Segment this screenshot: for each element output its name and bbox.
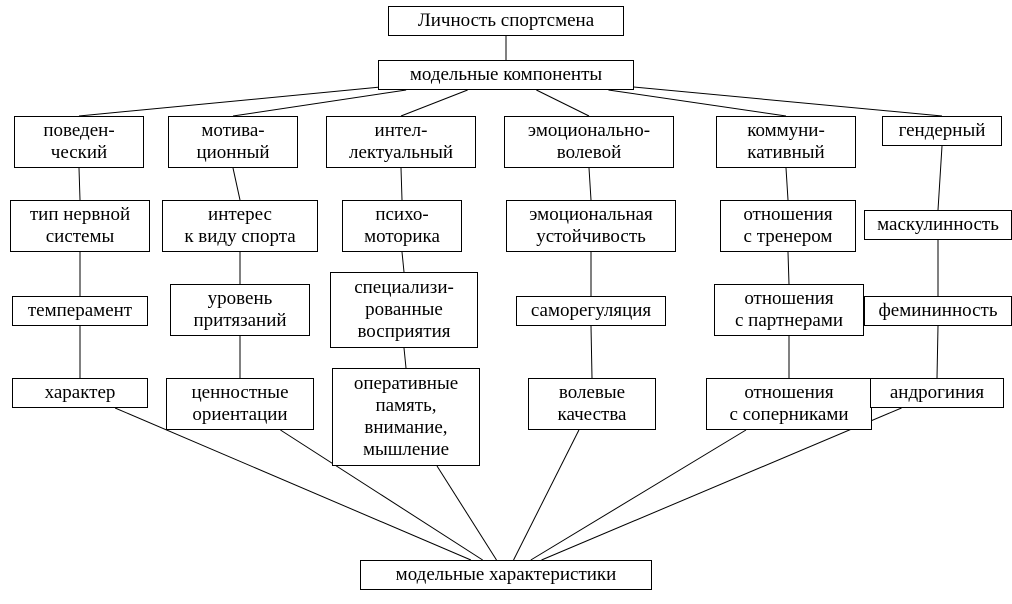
node-c3: интел- лектуальный [326, 116, 476, 168]
edge [542, 408, 902, 560]
node-c3c: оперативные память, внимание, мышление [332, 368, 480, 466]
edge [938, 146, 942, 210]
edge [589, 168, 591, 200]
node-c6b: фемининность [864, 296, 1012, 326]
edge [788, 252, 789, 284]
edge [937, 326, 938, 378]
edge [786, 168, 788, 200]
node-c5b: отношения с партнерами [714, 284, 864, 336]
edge [531, 430, 746, 560]
node-c6a: маскулинность [864, 210, 1012, 240]
diagram-canvas: Личность спортсмена модельные компоненты п… [0, 0, 1012, 604]
edge [79, 168, 80, 200]
edge [608, 90, 786, 116]
node-c1c: характер [12, 378, 148, 408]
node-c6c: андрогиния [870, 378, 1004, 408]
node-model_comp: модельные компоненты [378, 60, 634, 90]
edge [79, 87, 378, 116]
node-c2c: ценностные ориентации [166, 378, 314, 430]
node-c1: поведен- ческий [14, 116, 144, 168]
node-c2: мотива- ционный [168, 116, 298, 168]
node-c6: гендерный [882, 116, 1002, 146]
node-c4c: волевые качества [528, 378, 656, 430]
edge [536, 90, 589, 116]
edge [404, 348, 406, 368]
node-c4b: саморегуляция [516, 296, 666, 326]
edge [634, 87, 942, 116]
node-c5c: отношения с соперниками [706, 378, 872, 430]
edge [514, 430, 579, 560]
node-c5: коммуни- кативный [716, 116, 856, 168]
edge [591, 326, 592, 378]
edge [233, 90, 406, 116]
node-c1a: тип нервной системы [10, 200, 150, 252]
edge [402, 252, 404, 272]
node-c5a: отношения с тренером [720, 200, 856, 252]
edge [401, 168, 402, 200]
edge [401, 90, 468, 116]
node-c3a: психо- моторика [342, 200, 462, 252]
node-c4a: эмоциональная устойчивость [506, 200, 676, 252]
node-c2a: интерес к виду спорта [162, 200, 318, 252]
node-model_char: модельные характеристики [360, 560, 652, 590]
node-root: Личность спортсмена [388, 6, 624, 36]
node-c2b: уровень притязаний [170, 284, 310, 336]
edge [437, 466, 496, 560]
edge [233, 168, 240, 200]
node-c3b: специализи- рованные восприятия [330, 272, 478, 348]
node-c1b: темперамент [12, 296, 148, 326]
node-c4: эмоционально- волевой [504, 116, 674, 168]
